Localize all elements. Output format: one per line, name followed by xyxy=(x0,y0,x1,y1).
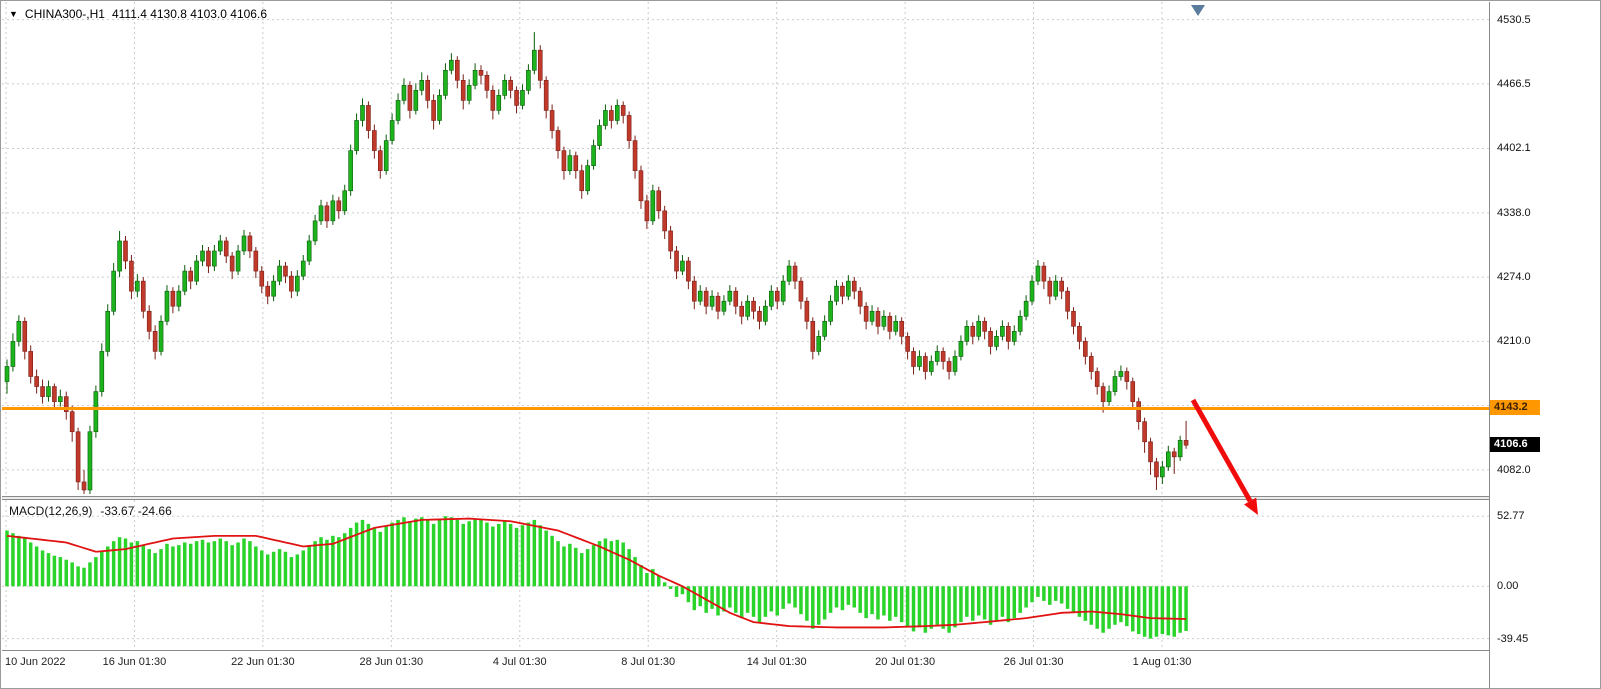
panel-divider[interactable] xyxy=(2,496,1489,500)
macd-indicator-label: MACD(12,26,9) -33.67 -24.66 xyxy=(9,504,172,518)
price-axis-label: 4274.0 xyxy=(1497,271,1531,284)
price-axis-label: 4402.1 xyxy=(1497,142,1531,155)
ohlc-values: 4111.4 4130.8 4103.0 4106.6 xyxy=(111,7,267,21)
macd-name: MACD(12,26,9) xyxy=(9,504,93,518)
time-axis[interactable]: 10 Jun 2022 16 Jun 01:30 22 Jun 01:30 28 Ju… xyxy=(2,650,1489,677)
macd-plot[interactable]: MACD(12,26,9) -33.67 -24.66 xyxy=(2,500,1489,650)
macd-axis-label: 0.00 xyxy=(1497,580,1519,593)
price-tag-resistance: 4143.2 xyxy=(1490,400,1540,416)
time-axis-label: 26 Jul 01:30 xyxy=(1003,656,1064,668)
time-axis-label: 28 Jun 01:30 xyxy=(359,656,424,668)
price-axis-label: 4082.0 xyxy=(1497,463,1531,476)
candles-svg xyxy=(2,2,1489,496)
price-axis-label: 4530.5 xyxy=(1497,13,1531,26)
time-axis-label: 8 Jul 01:30 xyxy=(621,656,676,668)
macd-svg xyxy=(2,500,1489,650)
macd-signal-line xyxy=(6,517,1187,629)
time-axis-label: 1 Aug 01:30 xyxy=(1132,656,1192,668)
price-axis-label: 4466.5 xyxy=(1497,77,1531,90)
time-axis-label: 22 Jun 01:30 xyxy=(231,656,295,668)
price-tag-current: 4106.6 xyxy=(1490,437,1540,453)
time-axis-label: 10 Jun 2022 xyxy=(5,656,66,668)
time-axis-label: 14 Jul 01:30 xyxy=(746,656,807,668)
price-axis-label: 4210.0 xyxy=(1497,335,1531,348)
macd-axis-label: 52.77 xyxy=(1497,510,1525,523)
symbol-dropdown-icon[interactable]: ▼ xyxy=(9,9,18,19)
macd-axis-label: -39.45 xyxy=(1497,632,1529,645)
time-axis-label: 4 Jul 01:30 xyxy=(492,656,547,668)
price-axis-label: 4338.0 xyxy=(1497,206,1531,219)
time-axis-label: 20 Jul 01:30 xyxy=(875,656,936,668)
candlestick-plot[interactable]: ▼ CHINA300-,H1 4111.4 4130.8 4103.0 4106… xyxy=(2,2,1489,496)
symbol-title: CHINA300-,H1 xyxy=(24,7,105,21)
time-axis-label: 16 Jun 01:30 xyxy=(102,656,167,668)
price-axis[interactable]: 4530.5 4466.5 4402.1 4338.0 4274.0 4210.0 4082… xyxy=(1489,2,1600,688)
macd-values: -33.67 -24.66 xyxy=(100,504,172,518)
chart-title-bar: ▼ CHINA300-,H1 4111.4 4130.8 4103.0 4106… xyxy=(9,7,267,21)
